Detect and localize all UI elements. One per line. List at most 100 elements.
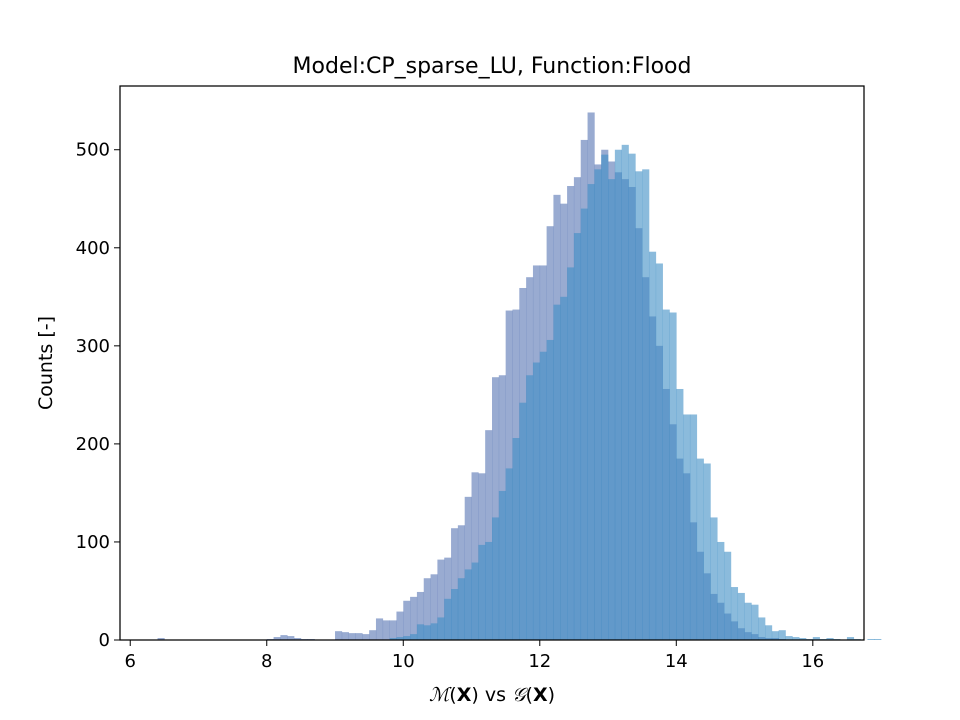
histogram-bar xyxy=(560,296,568,640)
histogram-bar xyxy=(437,617,445,640)
histogram-bar xyxy=(464,569,472,640)
histogram-bar xyxy=(430,623,438,640)
y-axis-ticks: 0 100 200 300 400 500 xyxy=(76,140,120,651)
x-tick-label: 14 xyxy=(665,651,688,672)
x-label-x-symbol: X xyxy=(457,684,472,706)
histogram-bar xyxy=(758,617,766,640)
histogram-bar xyxy=(785,636,793,640)
histogram-bar xyxy=(683,414,691,640)
histogram-bar xyxy=(744,602,752,640)
histogram-bar xyxy=(867,639,875,640)
y-tick-label: 200 xyxy=(76,434,110,455)
y-axis-label: Counts [-] xyxy=(35,316,57,410)
histogram-bar xyxy=(355,633,363,640)
histogram-bar xyxy=(532,362,541,640)
histogram-bar xyxy=(826,638,834,640)
histogram-bar xyxy=(730,587,739,640)
histogram-bar xyxy=(614,149,622,641)
histogram-bar xyxy=(553,304,561,640)
histogram-bar xyxy=(546,339,554,640)
histogram-bar xyxy=(519,402,527,640)
histogram-bar xyxy=(273,637,281,640)
x-label-x-symbol: X xyxy=(533,684,548,706)
histogram-bar xyxy=(799,638,807,640)
histogram-bar xyxy=(710,517,718,640)
histogram-bar xyxy=(389,620,397,640)
histogram-bar xyxy=(457,578,465,640)
histogram-bar xyxy=(464,496,472,640)
histogram-bar xyxy=(635,171,643,640)
histogram-bar xyxy=(423,625,431,640)
histogram-bar xyxy=(628,153,636,641)
histogram-bar xyxy=(498,490,506,640)
chart-title: Model:CP_sparse_LU, Function:Flood xyxy=(293,54,692,79)
histogram-bar xyxy=(717,541,725,640)
x-tick-label: 8 xyxy=(261,651,272,672)
histogram-bar xyxy=(676,388,684,640)
histogram-bar xyxy=(416,591,425,640)
plot-frame xyxy=(119,85,865,641)
histogram-bar xyxy=(451,589,459,640)
x-label-function-symbol: 𝒢 xyxy=(512,684,529,706)
histogram-bar xyxy=(451,528,459,640)
histogram-bar xyxy=(389,638,397,640)
histogram-bar xyxy=(526,375,534,640)
x-label-paren: ( xyxy=(449,684,456,706)
histogram-bar xyxy=(505,468,513,640)
histogram-bar xyxy=(751,604,759,640)
histogram-bar xyxy=(375,618,384,640)
histogram-bar xyxy=(648,251,657,641)
histogram-bar xyxy=(792,637,800,640)
x-label-vs: vs xyxy=(479,684,512,706)
histogram-bar xyxy=(396,637,404,640)
x-label-paren: ( xyxy=(526,684,533,706)
histogram-bar xyxy=(608,179,616,640)
histogram-bar xyxy=(471,562,479,640)
histogram-bar xyxy=(573,233,582,640)
y-tick-label: 0 xyxy=(99,630,110,651)
histogram-series-2 xyxy=(389,144,882,641)
histogram-bar xyxy=(655,263,663,640)
histogram-bar xyxy=(689,414,698,640)
histogram-bar xyxy=(669,312,677,640)
histogram-bar xyxy=(778,630,786,640)
histogram-bar xyxy=(280,635,288,640)
histogram-bar xyxy=(410,596,418,640)
histogram-bar xyxy=(485,430,493,640)
histogram-bar xyxy=(621,144,629,641)
histogram-bar xyxy=(587,184,595,640)
histogram-bar xyxy=(601,154,609,641)
histogram-bar xyxy=(416,624,425,640)
y-tick-label: 100 xyxy=(76,532,110,553)
y-tick-label: 500 xyxy=(76,140,110,161)
y-tick-label: 300 xyxy=(76,336,110,357)
histogram-bar xyxy=(765,625,773,640)
histogram-bar xyxy=(580,208,588,640)
histogram-bar xyxy=(348,633,356,640)
y-tick-label: 400 xyxy=(76,238,110,259)
histogram-bar xyxy=(396,611,404,640)
histogram-bar xyxy=(485,541,493,640)
histogram-bar xyxy=(642,169,650,640)
bars-layer xyxy=(157,112,882,641)
histogram-bar xyxy=(362,634,370,640)
histogram-bar xyxy=(287,636,295,640)
histogram-bar xyxy=(492,377,500,640)
x-tick-label: 6 xyxy=(125,651,136,672)
histogram-bar xyxy=(539,351,547,640)
histogram-bar xyxy=(335,631,343,640)
x-axis-ticks: 6 8 10 12 14 16 xyxy=(125,640,824,672)
histogram-bar xyxy=(369,630,377,640)
histogram-bar xyxy=(423,578,431,640)
histogram-bar xyxy=(478,544,486,640)
x-label-paren: ) xyxy=(471,684,478,706)
x-tick-label: 16 xyxy=(801,651,824,672)
x-axis-label: ℳ(X) vs 𝒢(X) xyxy=(429,684,555,706)
histogram-bar xyxy=(724,551,732,640)
histogram-bar xyxy=(662,309,670,640)
histogram-bar xyxy=(437,559,445,640)
histogram-bar xyxy=(846,637,855,640)
histogram-bar xyxy=(444,598,452,640)
histogram-bar xyxy=(771,631,779,640)
